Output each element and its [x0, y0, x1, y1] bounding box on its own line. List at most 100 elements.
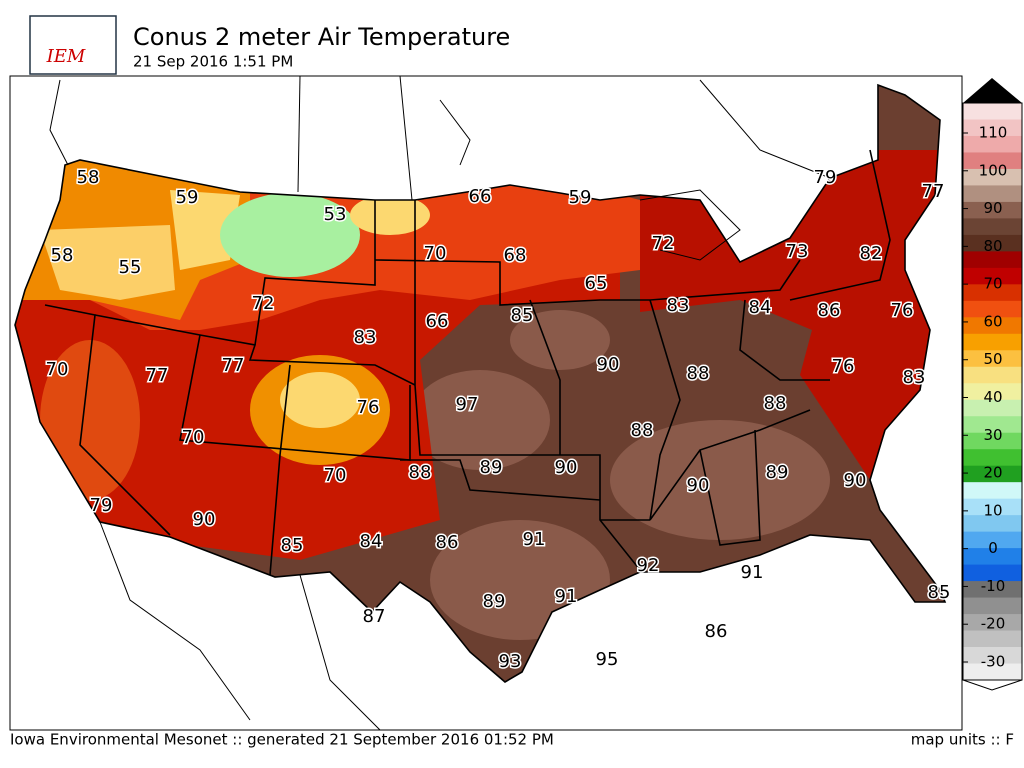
colorbar-tick-label: 100	[979, 161, 1008, 179]
station-labels: 58 59 53 66 59 79 77 58 55 70 68 72 73 82 72 65 83 84 86 76…	[44, 166, 952, 674]
station-value: 91	[741, 562, 764, 583]
station-value: 77	[922, 181, 945, 202]
station-value: 66	[426, 311, 449, 332]
station-value: 90	[193, 509, 216, 530]
colorbar-band	[963, 333, 1022, 351]
colorbar-tick-label: 60	[983, 312, 1002, 330]
station-value: 92	[637, 555, 660, 576]
station-value: 70	[46, 359, 69, 380]
station-value: 89	[483, 591, 506, 612]
colorbar-band	[963, 234, 1022, 252]
station-value: 86	[705, 621, 728, 642]
station-value: 90	[844, 470, 867, 491]
colorbar-tick-label: 40	[983, 388, 1002, 406]
colorbar-band	[963, 465, 1022, 483]
state-borders	[14, 84, 946, 683]
colorbar-arrow-bottom	[962, 679, 1023, 691]
station-value: 65	[585, 273, 608, 294]
colorbar-band	[963, 366, 1022, 384]
station-value: 84	[360, 531, 383, 552]
station-value: 72	[652, 233, 675, 254]
colorbar-band	[963, 515, 1022, 533]
colorbar-band	[963, 432, 1022, 450]
station-value: 79	[814, 167, 837, 188]
colorbar-band	[963, 185, 1022, 203]
footer-units: map units :: F	[911, 731, 1014, 749]
colorbar-band	[963, 399, 1022, 417]
colorbar-band	[963, 647, 1022, 665]
station-value: 88	[764, 393, 787, 414]
station-value: 59	[569, 187, 592, 208]
colorbar-tick-label: 10	[983, 501, 1002, 519]
station-value: 83	[903, 367, 926, 388]
colorbar-band	[963, 317, 1022, 335]
station-value: 55	[119, 257, 142, 278]
colorbar-band	[963, 135, 1022, 153]
colorbar-band	[963, 383, 1022, 401]
colorbar-tick-label: 110	[979, 124, 1008, 142]
station-value: 89	[480, 457, 503, 478]
colorbar-tick-label: 90	[983, 199, 1002, 217]
station-value: 77	[222, 355, 245, 376]
colorbar-tick-label: 20	[983, 464, 1002, 482]
station-value: 89	[766, 462, 789, 483]
station-value: 70	[324, 465, 347, 486]
station-value: 86	[436, 532, 459, 553]
station-value: 58	[77, 167, 100, 188]
colorbar-band	[963, 201, 1022, 219]
station-value: 83	[667, 295, 690, 316]
colorbar-band	[963, 663, 1022, 681]
colorbar-tick-label: -10	[981, 577, 1006, 595]
colorbar-band	[963, 416, 1022, 434]
station-value: 85	[281, 535, 304, 556]
colorbar-band	[963, 119, 1022, 137]
station-value: 77	[146, 365, 169, 386]
station-value: 59	[176, 187, 199, 208]
station-value: 88	[409, 462, 432, 483]
station-value: 90	[555, 457, 578, 478]
station-value: 70	[182, 427, 205, 448]
colorbar-band	[963, 482, 1022, 500]
colorbar-tick-label: -30	[981, 653, 1006, 671]
station-value: 76	[357, 397, 380, 418]
station-value: 85	[511, 305, 534, 326]
colorbar-tick-label: 50	[983, 350, 1002, 368]
station-value: 76	[891, 300, 914, 321]
station-value: 83	[354, 327, 377, 348]
colorbar-tick-label: 70	[983, 275, 1002, 293]
station-value: 68	[504, 245, 527, 266]
colorbar-band	[963, 630, 1022, 648]
colorbar-band	[963, 531, 1022, 549]
colorbar-band	[963, 168, 1022, 186]
station-value: 93	[499, 651, 522, 672]
station-value: 79	[90, 495, 113, 516]
colorbar-tick-label: 0	[988, 539, 998, 557]
logo: IEM	[29, 15, 117, 75]
title: Conus 2 meter Air Temperature	[133, 23, 510, 51]
station-value: 88	[631, 420, 654, 441]
colorbar-band	[963, 498, 1022, 516]
colorbar-tick-label: 80	[983, 237, 1002, 255]
station-value: 72	[252, 293, 275, 314]
colorbar-band	[963, 449, 1022, 467]
station-value: 91	[555, 586, 578, 607]
colorbar-band	[963, 251, 1022, 269]
station-value: 70	[424, 243, 447, 264]
colorbar-band	[963, 564, 1022, 582]
logo-text: IEM	[46, 46, 86, 67]
station-value: 66	[469, 186, 492, 207]
colorbar-band	[963, 614, 1022, 632]
station-value: 90	[597, 354, 620, 375]
colorbar-band	[963, 218, 1022, 236]
colorbar-band	[963, 267, 1022, 285]
station-value: 82	[860, 243, 883, 264]
colorbar-band	[963, 581, 1022, 599]
colorbar-tick-label: -20	[981, 615, 1006, 633]
colorbar-band	[963, 284, 1022, 302]
station-value: 86	[818, 300, 841, 321]
colorbar-band	[963, 350, 1022, 368]
station-value: 76	[832, 356, 855, 377]
subtitle: 21 Sep 2016 1:51 PM	[133, 53, 293, 71]
colorbar-tick-label: 30	[983, 426, 1002, 444]
